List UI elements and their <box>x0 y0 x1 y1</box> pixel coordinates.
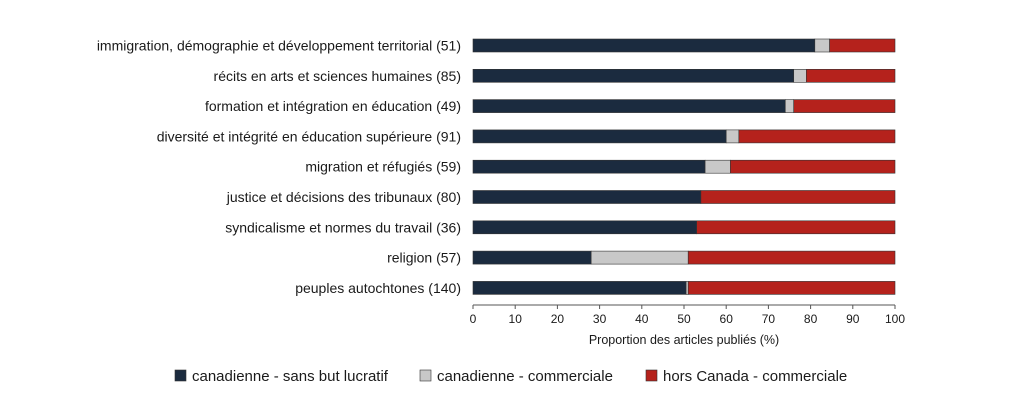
category-label: syndicalisme et normes du travail (36) <box>225 219 461 235</box>
bar-segment-3 <box>806 69 896 83</box>
bar-segment-3 <box>793 99 896 113</box>
category-label: formation et intégration en éducation (4… <box>205 98 461 114</box>
category-labels: immigration, démographie et développemen… <box>97 38 461 296</box>
legend-label: hors Canada - commerciale <box>663 368 847 385</box>
bar-segment-3 <box>696 220 896 235</box>
x-tick-label: 40 <box>635 312 649 326</box>
category-label: migration et réfugiés (59) <box>305 159 461 175</box>
x-tick-label: 100 <box>885 312 905 326</box>
legend-label: canadienne - sans but lucratif <box>192 368 389 385</box>
bar-segment-2 <box>784 99 795 113</box>
x-axis-title: Proportion des articles publiés (%) <box>589 333 779 347</box>
x-tick-label: 80 <box>804 312 818 326</box>
bar-segment-1 <box>472 250 592 265</box>
x-tick-label: 60 <box>720 312 734 326</box>
legend-swatch <box>174 369 187 382</box>
legend-label: canadienne - commerciale <box>437 368 613 385</box>
bar-segment-2 <box>793 69 807 83</box>
x-tick-label: 90 <box>846 312 860 326</box>
category-label: justice et décisions des tribunaux (80) <box>226 189 461 205</box>
x-tick-label: 50 <box>677 312 691 326</box>
category-label: immigration, démographie et développemen… <box>97 38 461 54</box>
bar-segment-2 <box>685 281 689 295</box>
bar-segment-1 <box>472 281 687 295</box>
x-axis: 0 10 20 30 40 50 60 70 80 90 100 <box>470 304 905 326</box>
x-tick-label: 30 <box>593 312 607 326</box>
legend: canadienne - sans but lucratif canadienne… <box>174 368 847 385</box>
x-tick-label: 70 <box>762 312 776 326</box>
bar-segment-1 <box>472 190 702 204</box>
bar-segment-3 <box>738 129 896 144</box>
bar-segment-2 <box>725 129 740 144</box>
bar-segment-1 <box>472 99 786 113</box>
bar-segment-1 <box>472 38 816 53</box>
category-label: religion (57) <box>387 250 461 266</box>
bar-segment-2 <box>704 159 731 174</box>
bar-segment-3 <box>829 38 896 53</box>
x-tick-label: 10 <box>509 312 523 326</box>
category-label: diversité et intégrité en éducation supé… <box>157 128 461 144</box>
bar-segment-3 <box>700 190 896 204</box>
bar-segment-1 <box>472 129 727 144</box>
x-tick-label: 20 <box>551 312 565 326</box>
legend-swatch <box>419 369 432 382</box>
bar-segment-1 <box>472 220 697 235</box>
bars-group <box>472 38 896 295</box>
bar-segment-3 <box>687 281 896 295</box>
bar-segment-1 <box>472 159 706 174</box>
legend-swatch <box>645 369 658 382</box>
bar-segment-1 <box>472 69 795 83</box>
category-label: récits en arts et sciences humaines (85) <box>214 68 461 84</box>
bar-segment-2 <box>590 250 689 265</box>
x-tick-label: 0 <box>470 312 477 326</box>
bar-segment-3 <box>730 159 896 174</box>
category-label: peuples autochtones (140) <box>295 280 461 296</box>
bar-segment-3 <box>687 250 896 265</box>
bar-segment-2 <box>814 38 830 53</box>
